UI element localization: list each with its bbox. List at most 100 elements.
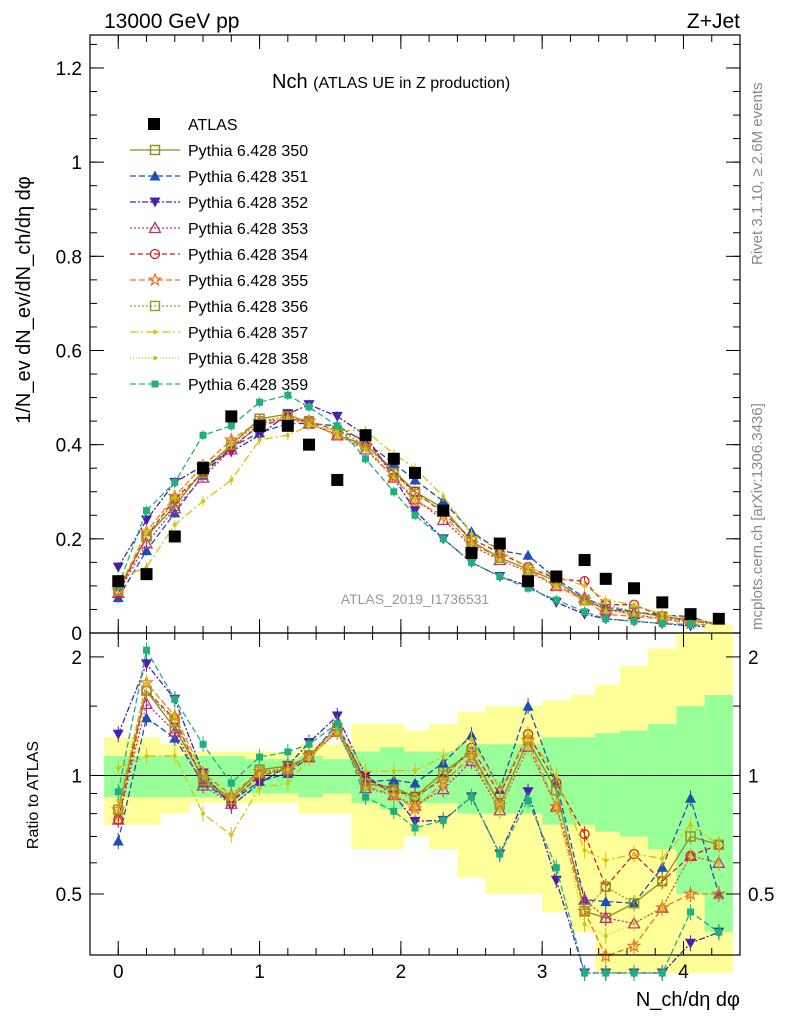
series-point-359 — [687, 621, 695, 629]
ratio-point-358 — [413, 803, 417, 808]
legend-marker-357 — [153, 330, 157, 334]
ratio-point-357 — [201, 811, 206, 816]
ratio-point-355 — [626, 938, 642, 953]
ratio-point-359 — [411, 824, 419, 832]
ratio-tick-label-right: 2 — [748, 648, 759, 669]
ratio-point-359 — [630, 969, 638, 977]
ratio-point-357 — [391, 768, 396, 773]
ratio-point-359 — [284, 748, 292, 756]
series-point-358 — [172, 494, 177, 499]
series-point-357 — [229, 477, 234, 482]
atlas-data-point — [409, 466, 421, 479]
ratio-point-359 — [305, 740, 313, 748]
ratio-point-357 — [257, 785, 262, 790]
series-point-358 — [603, 609, 608, 614]
inner-band-bin — [619, 730, 649, 837]
atlas-data-point — [140, 568, 153, 581]
series-point-358 — [363, 447, 368, 452]
series-point-352 — [112, 562, 124, 573]
series-point-359 — [143, 507, 151, 515]
series-point-358 — [335, 433, 340, 438]
ratio-point-351 — [522, 700, 534, 711]
ratio-point-351 — [656, 861, 668, 872]
series-point-358 — [285, 416, 290, 421]
y-tick-label: 0.2 — [56, 530, 82, 551]
series-point-351 — [141, 545, 153, 556]
mcplots-label: mcplots.cern.ch [arXiv:1306.3436] — [749, 403, 766, 630]
series-point-359 — [581, 608, 589, 616]
legend-marker-354 — [149, 248, 161, 260]
ratio-point-355 — [683, 886, 698, 901]
ratio-tick-label: 0.5 — [56, 885, 82, 906]
inner-band-bin — [570, 737, 596, 825]
ratio-point-357 — [469, 737, 474, 742]
ratio-point-357 — [660, 856, 665, 861]
ratio-line-359 — [117, 648, 720, 974]
ratio-point-357 — [116, 765, 121, 770]
atlas-data-point — [225, 410, 238, 423]
ratio-point-352 — [141, 659, 153, 670]
series-point-359 — [171, 478, 179, 486]
ratio-point-359 — [333, 720, 341, 728]
series-point-359 — [333, 422, 341, 430]
legend-label-357: Pythia 6.428 357 — [188, 325, 308, 342]
series-point-359 — [630, 617, 638, 625]
series-point-359 — [496, 572, 504, 580]
atlas-data-points — [112, 410, 725, 625]
analysis-label: ATLAS_2019_I1736531 — [341, 591, 490, 607]
series-point-358 — [229, 442, 234, 447]
ratio-point-359 — [602, 969, 610, 977]
legend-marker-359 — [151, 380, 159, 388]
ratio-point-359 — [524, 797, 532, 805]
series-point-359 — [602, 615, 610, 623]
header-left: 13000 GeV pp — [104, 10, 239, 33]
series-point-357 — [497, 548, 502, 553]
ratio-point-359 — [114, 788, 122, 796]
series-point-351 — [409, 474, 421, 485]
ratio-point-357 — [285, 781, 290, 786]
chart-title: Nch (ATLAS UE in Z production) — [272, 71, 510, 93]
atlas-data-point — [359, 429, 372, 442]
ratio-frame — [89, 632, 741, 956]
series-point-359 — [390, 488, 398, 496]
ratio-point-359 — [715, 928, 723, 936]
ratio-point-351 — [685, 792, 697, 803]
legend-label-359: Pythia 6.428 359 — [188, 377, 308, 394]
ratio-point-357 — [554, 773, 559, 778]
ratio-point-358 — [229, 797, 234, 802]
ratio-point-359 — [199, 740, 207, 748]
atlas-data-point — [656, 596, 669, 609]
ratio-point-352 — [685, 938, 697, 949]
ratio-tick-label: 1 — [71, 766, 82, 787]
ratio-point-357 — [632, 852, 637, 857]
series-point-357 — [201, 499, 206, 504]
atlas-data-point — [712, 612, 725, 625]
series-point-359 — [524, 584, 532, 592]
rivet-version-label: Rivet 3.1.10, ≥ 2.6M events — [749, 83, 766, 266]
y-tick-label: 0.8 — [56, 247, 82, 268]
ratio-point-358 — [363, 786, 368, 791]
series-point-359 — [199, 431, 207, 439]
legend-marker-atlas — [148, 118, 160, 130]
legend-marker-356 — [149, 300, 161, 312]
legend-label-356: Pythia 6.428 356 — [188, 299, 308, 316]
ratio-point-357 — [526, 732, 531, 737]
ratio-point-358 — [307, 755, 312, 760]
ratio-point-359 — [171, 695, 179, 703]
series-point-359 — [552, 596, 560, 604]
ratio-point-359 — [552, 864, 560, 872]
ratio-point-357 — [363, 769, 368, 774]
ratio-point-358 — [582, 922, 587, 927]
ratio-point-358 — [497, 808, 502, 813]
x-tick-label: 2 — [396, 962, 407, 983]
ratio-point-353 — [599, 911, 613, 924]
atlas-data-point — [684, 608, 697, 621]
atlas-data-point — [522, 575, 535, 588]
series-point-359 — [305, 403, 313, 411]
ratio-point-356 — [579, 906, 590, 917]
atlas-data-point — [493, 537, 506, 550]
ratio-panel: 0 1 2 3 4 0.5 0.5 1 1 2 2 Ratio to ATLAS N_ch/dη d… — [25, 624, 774, 1011]
ratio-tick-label-right: 1 — [748, 766, 759, 787]
legend-label-353: Pythia 6.428 353 — [188, 221, 308, 238]
inner-band-bin — [595, 733, 620, 832]
